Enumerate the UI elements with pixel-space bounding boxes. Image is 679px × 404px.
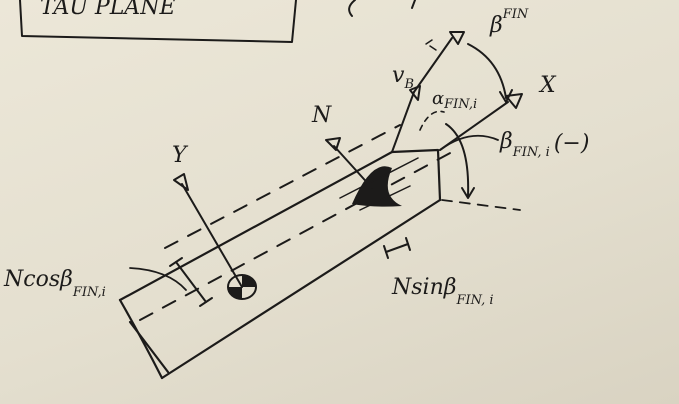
v-beta-vector [391,85,421,153]
n-sin-beta-label: NsinβFIN, i [391,275,494,308]
n-cos-beta-label: NcosβFIN,i [3,267,106,300]
beta-fin-i-arc [439,123,521,211]
x-axis-label: X [538,73,557,98]
fin-hatch [339,157,419,211]
alpha-arc [419,110,445,131]
n-sin-dimension [383,237,411,259]
beta-fin-label: βFIN [489,7,529,38]
n-axis-label: N [311,103,332,128]
y-axis-label: Y [172,143,189,168]
n-axis [325,137,373,189]
beta-fin-i-label: βFIN, i (−) [499,129,589,160]
alpha-fin-label: αFIN,i [432,88,477,112]
cg-marker [227,274,257,300]
upper-vector [413,31,465,93]
y-axis [173,173,243,288]
header-fragment-text: TAU PLANE [40,0,176,20]
beta-fin-arc [467,43,513,103]
header-box: TAU PLANE [19,0,416,43]
v-beta-label: vB [392,63,414,92]
fin-body [118,124,453,380]
n-cos-dimension [129,257,213,307]
